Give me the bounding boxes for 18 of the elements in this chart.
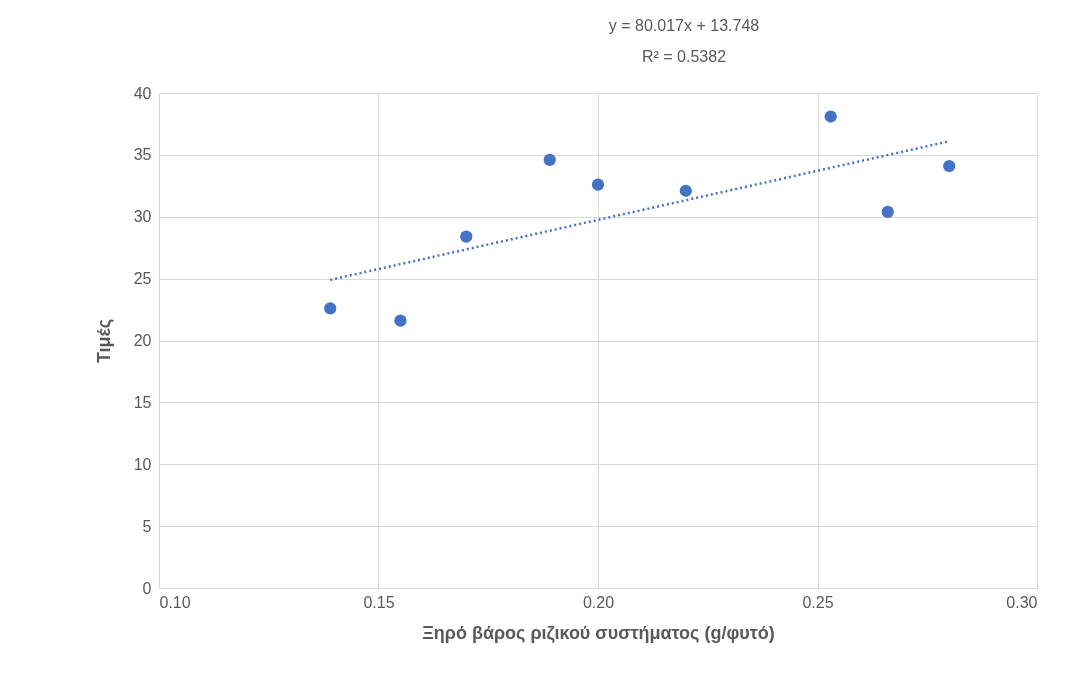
- y-tick-label: 40: [133, 84, 152, 102]
- y-tick-label: 30: [133, 208, 152, 226]
- y-tick-label: 5: [142, 517, 152, 535]
- y-tick-label: 15: [133, 393, 152, 411]
- y-tick-label: 10: [133, 455, 152, 473]
- y-tick-label: 35: [133, 146, 152, 164]
- x-tick-label: 0.15: [363, 593, 395, 611]
- x-tick-label: 0.20: [582, 593, 615, 611]
- y-tick-label: 20: [133, 332, 152, 349]
- y-axis-title: Τιμές: [93, 318, 114, 364]
- x-tick-label: 0.10: [159, 593, 191, 611]
- text: y = 80.017x + 13.748: [608, 17, 760, 34]
- y-tick-label: 25: [133, 270, 152, 288]
- x-tick-label: 0.30: [1006, 593, 1038, 611]
- x-tick-label: 0.25: [802, 593, 834, 611]
- x-axis-title: Ξηρό βάρος ριζικού συστήματος (g/φυτό): [422, 622, 775, 644]
- y-tick-label: 0: [142, 579, 152, 597]
- text: R² = 0.5382: [641, 48, 727, 65]
